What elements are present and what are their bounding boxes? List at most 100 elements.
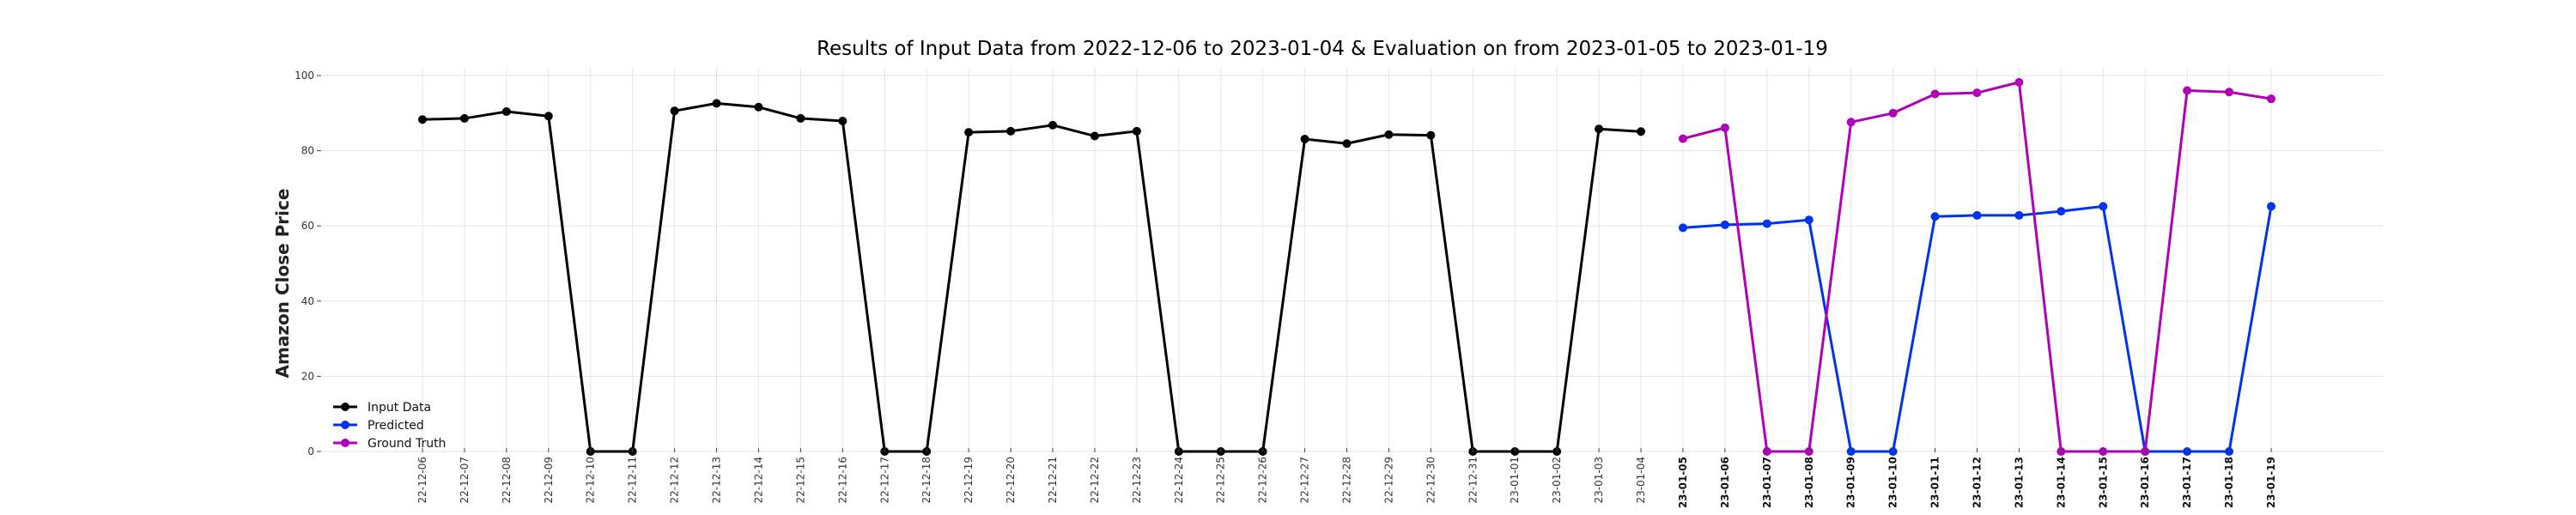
x-tick-label: 22-12-07: [459, 457, 471, 503]
x-tick-label: 23-01-16: [2139, 457, 2151, 508]
data-point: [459, 113, 469, 123]
legend-label: Input Data: [368, 401, 431, 415]
data-point: [1678, 134, 1687, 143]
x-tick-label: 23-01-18: [2223, 457, 2235, 508]
data-point: [418, 115, 427, 124]
legend-marker: [341, 439, 349, 447]
x-tick-label: 22-12-19: [963, 457, 975, 503]
x-tick-label: 23-01-08: [1803, 457, 1815, 508]
x-tick-label: 22-12-31: [1467, 457, 1479, 503]
x-tick-label: 22-12-13: [711, 457, 723, 503]
data-point: [2014, 77, 2024, 87]
x-tick-label: 22-12-16: [836, 457, 848, 503]
x-tick-label: 23-01-05: [1677, 457, 1689, 508]
data-point: [964, 128, 974, 137]
data-point: [1426, 130, 1436, 140]
x-tick-label: 22-12-24: [1173, 457, 1185, 503]
legend-item: Input Data: [333, 401, 431, 415]
data-point: [1300, 135, 1309, 144]
data-point: [1090, 131, 1099, 141]
data-point: [2267, 94, 2275, 104]
x-tick-label: 22-12-21: [1047, 457, 1059, 503]
x-tick-label: 22-12-12: [669, 457, 681, 503]
x-tick-label: 22-12-17: [878, 457, 890, 503]
data-point: [1846, 118, 1856, 127]
x-tick-label: 22-12-20: [1005, 457, 1017, 503]
x-tick-label: 23-01-01: [1509, 457, 1521, 503]
x-tick-label: 22-12-10: [585, 457, 597, 503]
legend-marker: [341, 403, 349, 411]
data-point: [796, 113, 805, 123]
x-tick-label: 22-12-14: [752, 457, 764, 503]
legend-marker: [341, 421, 349, 429]
y-tick-label: 20: [301, 370, 314, 382]
data-point: [670, 106, 679, 116]
data-point: [1132, 126, 1141, 136]
data-point: [2183, 86, 2192, 95]
data-point: [712, 99, 721, 108]
x-tick-label: 23-01-11: [1929, 457, 1941, 508]
series-line: [422, 101, 1642, 453]
y-tick-label: 40: [301, 295, 314, 307]
legend-label: Ground Truth: [368, 437, 446, 451]
chart-title: Results of Input Data from 2022-12-06 to…: [817, 38, 1828, 60]
x-tick-label: 22-12-22: [1089, 457, 1101, 503]
data-point: [1595, 124, 1604, 134]
x-tick-label: 22-12-15: [794, 457, 806, 503]
data-point: [1048, 120, 1057, 130]
x-tick-label: 23-01-09: [1845, 457, 1857, 508]
data-point: [2057, 207, 2066, 216]
data-point: [1720, 220, 1729, 229]
data-point: [754, 102, 763, 112]
data-point: [1720, 123, 1729, 132]
x-tick-label: 23-01-04: [1635, 457, 1647, 503]
axes: 22-12-06 22-12-07 22-12-08 22-12-09 22-12-10…: [295, 70, 2277, 508]
legend: Input Data Predicted Ground Truth: [333, 401, 446, 451]
y-tick-label: 0: [307, 445, 314, 457]
y-axis-label: Amazon Close Price: [272, 189, 293, 379]
data-point: [838, 116, 848, 125]
data-point: [1972, 210, 1982, 220]
x-tick-label: 22-12-25: [1215, 457, 1227, 503]
data-point: [1888, 108, 1898, 118]
x-tick-label: 22-12-27: [1299, 457, 1311, 503]
x-tick-label: 22-12-11: [627, 457, 639, 503]
x-tick-label: 23-01-19: [2265, 457, 2277, 508]
x-tick-label: 22-12-08: [501, 457, 513, 503]
x-tick-label: 22-12-30: [1425, 457, 1437, 503]
x-tick-label: 22-12-06: [416, 457, 428, 503]
x-tick-label: 23-01-17: [2181, 457, 2193, 508]
x-tick-label: 22-12-29: [1382, 457, 1394, 503]
x-tick-label: 23-01-06: [1719, 457, 1731, 508]
data-point: [2099, 202, 2108, 211]
data-point: [1930, 89, 1940, 99]
data-point: [1972, 88, 1982, 98]
data-point: [2225, 88, 2234, 97]
legend-item: Predicted: [333, 419, 424, 433]
data-point: [501, 107, 511, 117]
data-point: [2267, 202, 2275, 211]
y-tick-label: 60: [301, 220, 314, 232]
data-point: [1762, 219, 1771, 228]
x-tick-label: 22-12-09: [543, 457, 555, 503]
x-tick-label: 22-12-28: [1341, 457, 1353, 503]
y-tick-label: 80: [301, 145, 314, 157]
data-point: [1930, 212, 1940, 221]
x-tick-label: 22-12-26: [1257, 457, 1269, 503]
x-tick-label: 22-12-18: [920, 457, 933, 503]
data-point: [2014, 210, 2024, 220]
x-tick-label: 23-01-13: [2013, 457, 2025, 508]
data-point: [1384, 130, 1394, 139]
y-tick-label: 100: [295, 70, 314, 82]
x-tick-label: 23-01-15: [2097, 457, 2109, 508]
grid: [322, 67, 2383, 452]
data-point: [1342, 139, 1352, 148]
data-point: [1637, 127, 1646, 136]
data-point: [1006, 126, 1016, 136]
data-point: [1678, 223, 1687, 233]
x-tick-label: 23-01-07: [1761, 457, 1773, 508]
legend-item: Ground Truth: [333, 437, 446, 451]
series-input-data: [418, 99, 1646, 456]
data-point: [544, 112, 553, 121]
